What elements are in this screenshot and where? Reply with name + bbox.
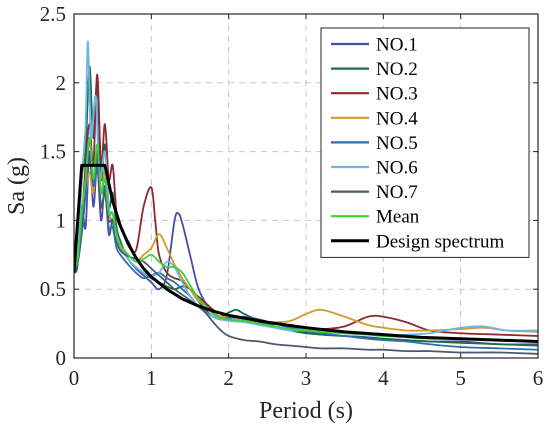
series-line-no-3 <box>74 73 538 337</box>
axis-ticks: 0 1 2 3 4 5 6 0 0.5 1 1.5 2 2.5 <box>40 2 544 390</box>
series-line-no-7 <box>74 150 538 355</box>
legend-label-no-4: NO.4 <box>376 108 418 129</box>
y-tick-label: 1 <box>56 208 67 232</box>
y-tick-label: 0 <box>56 346 67 370</box>
y-axis-label: Sa (g) <box>4 157 30 215</box>
x-tick-label: 4 <box>378 366 389 390</box>
x-tick-label: 2 <box>223 366 234 390</box>
series-lines <box>74 40 538 355</box>
legend-label-no-7: NO.7 <box>376 182 418 203</box>
x-tick-label: 1 <box>146 366 157 390</box>
legend-label-no-6: NO.6 <box>376 158 418 179</box>
x-tick-label: 3 <box>301 366 312 390</box>
x-tick-label: 6 <box>533 366 544 390</box>
x-tick-label: 0 <box>69 366 80 390</box>
series-line-design-spectrum <box>74 163 538 343</box>
legend-label-no-1: NO.1 <box>376 35 418 56</box>
x-tick-label: 5 <box>455 366 466 390</box>
legend-label-no-2: NO.2 <box>376 59 418 80</box>
x-axis-label: Period (s) <box>259 398 353 424</box>
legend-label-mean: Mean <box>376 207 420 228</box>
legend: NO.1 NO.2 NO.3 NO.4 NO.5 NO.6 NO.7 Mean Design s… <box>320 27 530 258</box>
y-tick-label: 2.5 <box>40 2 66 26</box>
legend-label-no-3: NO.3 <box>376 84 418 105</box>
y-tick-label: 1.5 <box>40 140 66 164</box>
y-tick-label: 0.5 <box>40 277 66 301</box>
legend-label-design-spectrum: Design spectrum <box>376 231 504 252</box>
legend-label-no-5: NO.5 <box>376 133 418 154</box>
y-tick-label: 2 <box>56 71 67 95</box>
